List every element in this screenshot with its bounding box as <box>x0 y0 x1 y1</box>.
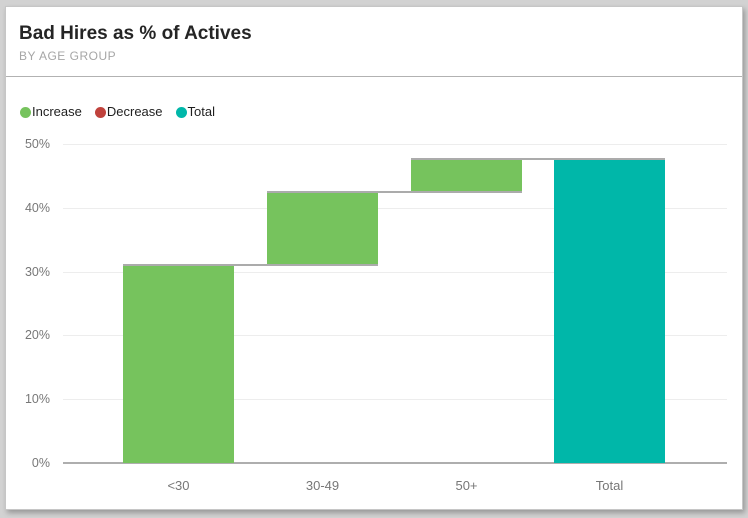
waterfall-chart: 0% 10% 20% 30% 40% 50% <30 30-49 50+ Total <box>6 7 744 511</box>
legend-item-label: Increase <box>32 104 82 119</box>
legend-dot-icon <box>20 106 31 118</box>
gridline <box>63 335 727 337</box>
y-axis-tick-label: 20% <box>24 328 50 343</box>
legend-item-decrease[interactable]: Decrease <box>94 104 163 119</box>
legend-dot-icon <box>94 106 106 118</box>
x-axis-category-label: 50+ <box>455 478 478 493</box>
gridline <box>63 399 727 401</box>
legend-item-label: Decrease <box>106 104 163 119</box>
legend-item-increase[interactable]: Increase <box>20 105 82 119</box>
waterfall-connector <box>267 191 522 194</box>
y-axis-tick-label: 10% <box>24 392 50 407</box>
waterfall-connector <box>123 264 378 267</box>
y-axis-tick-label: 40% <box>24 200 50 215</box>
y-axis-tick-label: 0% <box>31 456 50 470</box>
visual-header: Bad Hires as % of Actives BY AGE GROUP <box>6 7 742 77</box>
legend-item-total[interactable]: Total <box>175 104 215 119</box>
bar-30-49[interactable] <box>267 193 378 267</box>
x-axis-category-label: <30 <box>167 478 190 493</box>
y-axis-tick-label: 30% <box>24 264 50 279</box>
chart-title: Bad Hires as % of Actives <box>19 23 252 44</box>
legend: Increase Decrease Total <box>20 103 228 121</box>
y-axis-tick-label: 50% <box>24 137 50 151</box>
x-axis-category-label: 30-49 <box>305 478 340 493</box>
waterfall-connector <box>411 157 665 160</box>
bar-total[interactable] <box>554 159 665 463</box>
gridline <box>63 207 727 209</box>
visual-card: Bad Hires as % of Actives BY AGE GROUP I… <box>5 6 743 510</box>
bar-50+[interactable] <box>411 159 522 194</box>
gridline <box>63 144 727 145</box>
x-axis-line <box>63 462 727 464</box>
x-axis-category-label: Total <box>595 478 624 493</box>
legend-item-label: Total <box>187 104 215 119</box>
gridline <box>63 271 727 273</box>
chart-subtitle: BY AGE GROUP <box>19 49 117 63</box>
legend-dot-icon <box>175 106 187 118</box>
bar--30[interactable] <box>123 266 234 463</box>
